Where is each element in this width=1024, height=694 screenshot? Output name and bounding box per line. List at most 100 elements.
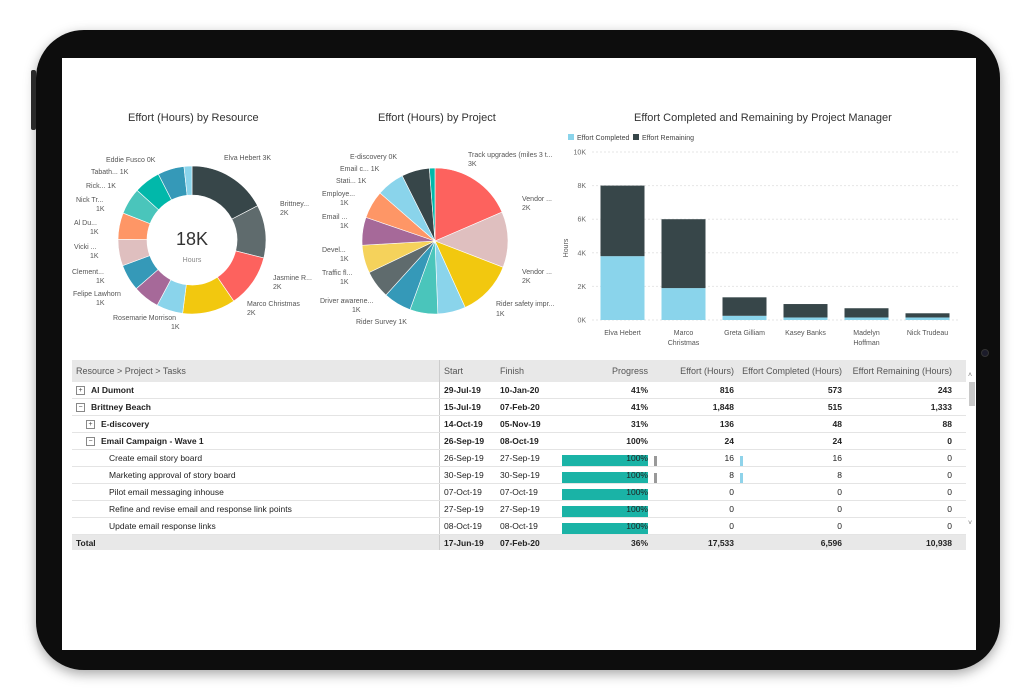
table-row[interactable]: + Al Dumont 29-Jul-19 10-Jan-20 41% 816 573 243 bbox=[72, 382, 966, 399]
report-canvas: Effort (Hours) by Resource Effort (Hours… bbox=[62, 58, 976, 650]
y-tick-label: 6K bbox=[577, 217, 586, 224]
row-remaining: 0 bbox=[947, 436, 952, 446]
row-effort: 136 bbox=[719, 419, 734, 429]
table-row[interactable]: Pilot email messaging inhouse 07-Oct-19 07… bbox=[72, 484, 966, 501]
row-progress: 41% bbox=[630, 402, 648, 412]
bar-segment[interactable] bbox=[783, 317, 828, 320]
table-row[interactable]: Create email story board 26-Sep-19 27-Sep-… bbox=[72, 450, 966, 467]
pie-label: Email ... bbox=[322, 214, 347, 221]
row-finish: 05-Nov-19 bbox=[500, 419, 541, 429]
row-effort: 816 bbox=[719, 385, 734, 395]
scrollbar-thumb[interactable] bbox=[969, 382, 975, 406]
row-remaining: 0 bbox=[947, 470, 952, 480]
donut-slice[interactable] bbox=[183, 165, 193, 196]
row-start: 26-Sep-19 bbox=[444, 453, 484, 463]
table-row[interactable]: + E-discovery 14-Oct-19 05-Nov-19 31% 136 48 88 bbox=[72, 416, 966, 433]
pie-slice[interactable] bbox=[434, 167, 503, 242]
bar-segment[interactable] bbox=[905, 313, 950, 318]
scroll-up-icon[interactable]: ˄ bbox=[968, 372, 973, 379]
legend-remaining-swatch bbox=[633, 134, 639, 140]
camera-dot bbox=[981, 349, 989, 357]
total-effort: 17,533 bbox=[708, 537, 734, 548]
row-effort: 0 bbox=[729, 487, 734, 497]
y-axis-label: Hours bbox=[563, 238, 570, 257]
scroll-down-icon[interactable]: ˅ bbox=[968, 520, 973, 527]
total-finish: 07-Feb-20 bbox=[500, 537, 540, 548]
project-chart-title: Effort (Hours) by Project bbox=[378, 112, 496, 124]
table-header: Resource > Project > Tasks Start Finish … bbox=[72, 360, 966, 382]
table-row[interactable]: Refine and revise email and response lin… bbox=[72, 501, 966, 518]
table-body: + Al Dumont 29-Jul-19 10-Jan-20 41% 816 573 243… bbox=[72, 382, 966, 535]
progress-bar bbox=[562, 472, 648, 483]
table-row[interactable]: − Brittney Beach 15-Jul-19 07-Feb-20 41% 1,84… bbox=[72, 399, 966, 416]
table-row[interactable]: Update email response links 08-Oct-19 08-O… bbox=[72, 518, 966, 535]
total-completed: 6,596 bbox=[820, 537, 842, 548]
collapse-icon[interactable]: − bbox=[76, 402, 85, 412]
bar-segment[interactable] bbox=[600, 185, 645, 257]
x-tick-label: Nick Trudeau bbox=[907, 330, 948, 337]
pie-label: Track upgrades (miles 3 t... bbox=[468, 152, 553, 159]
total-remaining: 10,938 bbox=[926, 537, 952, 548]
x-tick-label: Hoffman bbox=[853, 340, 879, 347]
row-remaining: 88 bbox=[942, 419, 952, 429]
bar-segment[interactable] bbox=[722, 315, 767, 320]
row-finish: 10-Jan-20 bbox=[500, 385, 540, 395]
row-name: Pilot email messaging inhouse bbox=[109, 487, 224, 497]
pie-label: Eddie Fusco 0K bbox=[106, 157, 156, 164]
row-progress: 100% bbox=[626, 470, 648, 480]
donut-center-value: 18K bbox=[176, 229, 208, 249]
col-header-finish[interactable]: Finish bbox=[500, 366, 525, 376]
row-completed: 24 bbox=[832, 436, 842, 446]
row-start: 29-Jul-19 bbox=[444, 385, 481, 395]
bar-segment[interactable] bbox=[783, 304, 828, 318]
total-label: Total bbox=[72, 535, 440, 550]
table-row[interactable]: − Email Campaign - Wave 1 26-Sep-19 08-Oct-… bbox=[72, 433, 966, 450]
pie-label: Jasmine R... bbox=[273, 275, 312, 282]
pie-label: Vicki ... bbox=[74, 244, 96, 251]
resource-donut-chart[interactable]: 18K Hours Elva Hebert 3K Brittney... 2K … bbox=[62, 128, 312, 358]
pie-slice[interactable] bbox=[429, 167, 436, 242]
col-header-start[interactable]: Start bbox=[444, 366, 464, 376]
row-remaining: 1,333 bbox=[930, 402, 952, 412]
task-matrix-table: Resource > Project > Tasks Start Finish … bbox=[72, 360, 966, 550]
pie-label: 1K bbox=[96, 278, 105, 285]
pie-label: 1K bbox=[340, 223, 349, 230]
col-header-remaining[interactable]: Effort Remaining (Hours) bbox=[852, 366, 952, 376]
col-header-effort[interactable]: Effort (Hours) bbox=[680, 366, 734, 376]
col-header-progress[interactable]: Progress bbox=[611, 366, 648, 376]
row-name: Update email response links bbox=[109, 521, 216, 531]
expand-icon[interactable]: + bbox=[76, 385, 85, 395]
row-completed: 0 bbox=[837, 487, 842, 497]
pie-label: Al Du... bbox=[74, 220, 97, 227]
table-row[interactable]: Marketing approval of story board 30-Sep-… bbox=[72, 467, 966, 484]
row-remaining: 0 bbox=[947, 453, 952, 463]
col-header-tasks[interactable]: Resource > Project > Tasks bbox=[72, 360, 440, 382]
row-start: 14-Oct-19 bbox=[444, 419, 483, 429]
legend-remaining-label: Effort Remaining bbox=[642, 135, 694, 142]
row-progress: 41% bbox=[630, 385, 648, 395]
col-header-completed[interactable]: Effort Completed (Hours) bbox=[742, 366, 842, 376]
bar-segment[interactable] bbox=[661, 288, 706, 320]
bar-segment[interactable] bbox=[905, 317, 950, 320]
bar-segment[interactable] bbox=[661, 219, 706, 289]
table-scrollbar[interactable]: ˄ ˅ bbox=[968, 360, 976, 536]
bar-segment[interactable] bbox=[722, 297, 767, 316]
row-completed: 515 bbox=[827, 402, 842, 412]
pie-label: 1K bbox=[496, 311, 505, 318]
bar-segment[interactable] bbox=[600, 256, 645, 320]
row-effort: 8 bbox=[729, 470, 734, 480]
pie-label: Rider Survey 1K bbox=[356, 319, 407, 326]
row-name: Create email story board bbox=[109, 453, 203, 463]
effort-databar bbox=[654, 456, 657, 466]
row-progress: 100% bbox=[626, 521, 648, 531]
expand-icon[interactable]: + bbox=[86, 419, 95, 429]
manager-stacked-bar-chart[interactable]: Effort Completed Effort Remaining Hours … bbox=[558, 130, 972, 355]
row-name: Refine and revise email and response lin… bbox=[109, 504, 292, 514]
row-remaining: 0 bbox=[947, 521, 952, 531]
row-progress: 100% bbox=[626, 487, 648, 497]
pie-label: Marco Christmas bbox=[247, 301, 300, 308]
bar-segment[interactable] bbox=[844, 308, 889, 318]
project-pie-chart[interactable]: Track upgrades (miles 3 t... 3K Vendor .… bbox=[312, 128, 562, 358]
collapse-icon[interactable]: − bbox=[86, 436, 95, 446]
bar-segment[interactable] bbox=[844, 317, 889, 320]
